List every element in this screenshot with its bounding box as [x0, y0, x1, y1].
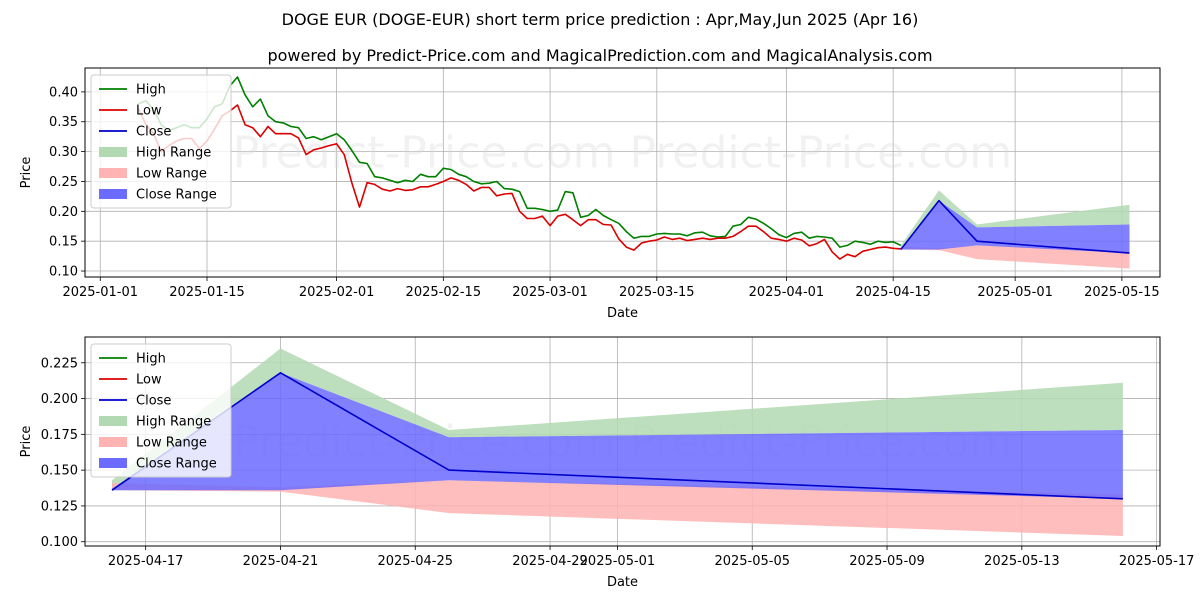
- legend-swatch-high-range: [99, 416, 127, 426]
- x-tick-label: 2025-05-13: [984, 554, 1060, 569]
- watermark-text: Predict-Price.com Predict-Price.com: [233, 128, 1012, 179]
- y-tick-label: 0.10: [49, 265, 78, 280]
- high-range-band: [900, 190, 1130, 250]
- y-tick-label: 0.150: [41, 464, 78, 479]
- legend-label-low-range: Low Range: [136, 436, 207, 451]
- x-tick-label: 2025-01-01: [62, 285, 138, 300]
- axes-frame: [84, 336, 1161, 547]
- legend-label-close-range: Close Range: [136, 188, 217, 203]
- legend-swatch-high-range: [99, 147, 127, 157]
- chart-panel-2: 2025-04-17 2025-04-21 2025-04-25 2025-04-29…: [19, 336, 1195, 590]
- plot-area: [137, 76, 1130, 269]
- x-tick-label: 2025-05-05: [714, 554, 790, 569]
- legend-label-close: Close: [136, 394, 171, 409]
- legend-swatch-close-range: [99, 458, 127, 468]
- x-tick-label: 2025-05-01: [977, 285, 1053, 300]
- legend-label-low: Low: [136, 104, 162, 119]
- close-range-band: [900, 200, 1130, 254]
- legend-label-close: Close: [136, 125, 171, 140]
- legend-label-high-range: High Range: [136, 415, 211, 430]
- y-tick-label: 0.20: [49, 205, 78, 220]
- y-tick-label: 0.225: [41, 356, 78, 371]
- legend: High Low Close High Range Low Range Close Ran…: [90, 343, 232, 478]
- chart-subtitle: powered by Predict-Price.com and Magical…: [267, 46, 933, 65]
- close-series-line: [900, 199, 1130, 254]
- x-tick-label: 2025-04-17: [108, 554, 184, 569]
- y-tick-label: 0.100: [41, 535, 78, 550]
- legend-swatch-close-range: [99, 189, 127, 199]
- x-tick-label: 2025-04-29: [512, 554, 588, 569]
- legend-swatch-low-range: [99, 168, 127, 178]
- legend-label-low-range: Low Range: [136, 167, 207, 182]
- legend-label-high: High: [136, 352, 166, 367]
- x-tick-label: 2025-04-01: [749, 285, 825, 300]
- legend-swatch-low-range: [99, 437, 127, 447]
- x-tick-label: 2025-04-15: [855, 285, 931, 300]
- y-tick-label: 0.15: [49, 235, 78, 250]
- x-tick-label: 2025-04-25: [377, 554, 453, 569]
- x-axis-label: Date: [607, 575, 638, 590]
- y-tick-label: 0.200: [41, 392, 78, 407]
- low-range-band: [900, 245, 1130, 269]
- close-range-band: [112, 372, 1123, 499]
- plot-area: [111, 348, 1123, 536]
- legend-label-low: Low: [136, 373, 162, 388]
- high-range-band: [112, 348, 1123, 491]
- legend-label-high: High: [136, 83, 166, 98]
- legend: High Low Close High Range Low Range Close Ran…: [90, 74, 232, 209]
- x-tick-label: 2025-05-15: [1084, 285, 1160, 300]
- x-tick-label: 2025-04-21: [243, 554, 319, 569]
- high-series-line: [138, 76, 902, 248]
- x-tick-label: 2025-05-17: [1119, 554, 1195, 569]
- x-tick-label: 2025-05-01: [580, 554, 656, 569]
- legend-label-close-range: Close Range: [136, 457, 217, 472]
- x-tick-label: 2025-03-15: [619, 285, 695, 300]
- x-tick-label: 2025-02-01: [299, 285, 375, 300]
- legend-label-high-range: High Range: [136, 146, 211, 161]
- y-tick-label: 0.175: [41, 428, 78, 443]
- y-tick-label: 0.30: [49, 145, 78, 160]
- chart-panel-1: 2025-01-01 2025-01-15 2025-02-01 2025-02-15…: [19, 67, 1161, 321]
- low-series-line: [137, 104, 901, 260]
- y-tick-label: 0.40: [49, 85, 78, 100]
- y-tick-label: 0.125: [41, 499, 78, 514]
- low-range-band: [112, 480, 1123, 536]
- y-tick-label: 0.25: [49, 175, 78, 190]
- y-axis-label: Price: [19, 426, 34, 458]
- y-axis-label: Price: [19, 157, 34, 189]
- x-tick-label: 2025-05-09: [849, 554, 925, 569]
- x-axis-label: Date: [607, 306, 638, 321]
- x-tick-label: 2025-03-01: [512, 285, 588, 300]
- x-tick-label: 2025-02-15: [406, 285, 482, 300]
- x-tick-label: 2025-01-15: [169, 285, 245, 300]
- chart-title: DOGE EUR (DOGE-EUR) short term price pre…: [281, 10, 919, 29]
- y-tick-label: 0.35: [49, 115, 78, 130]
- axes-frame: [84, 67, 1161, 278]
